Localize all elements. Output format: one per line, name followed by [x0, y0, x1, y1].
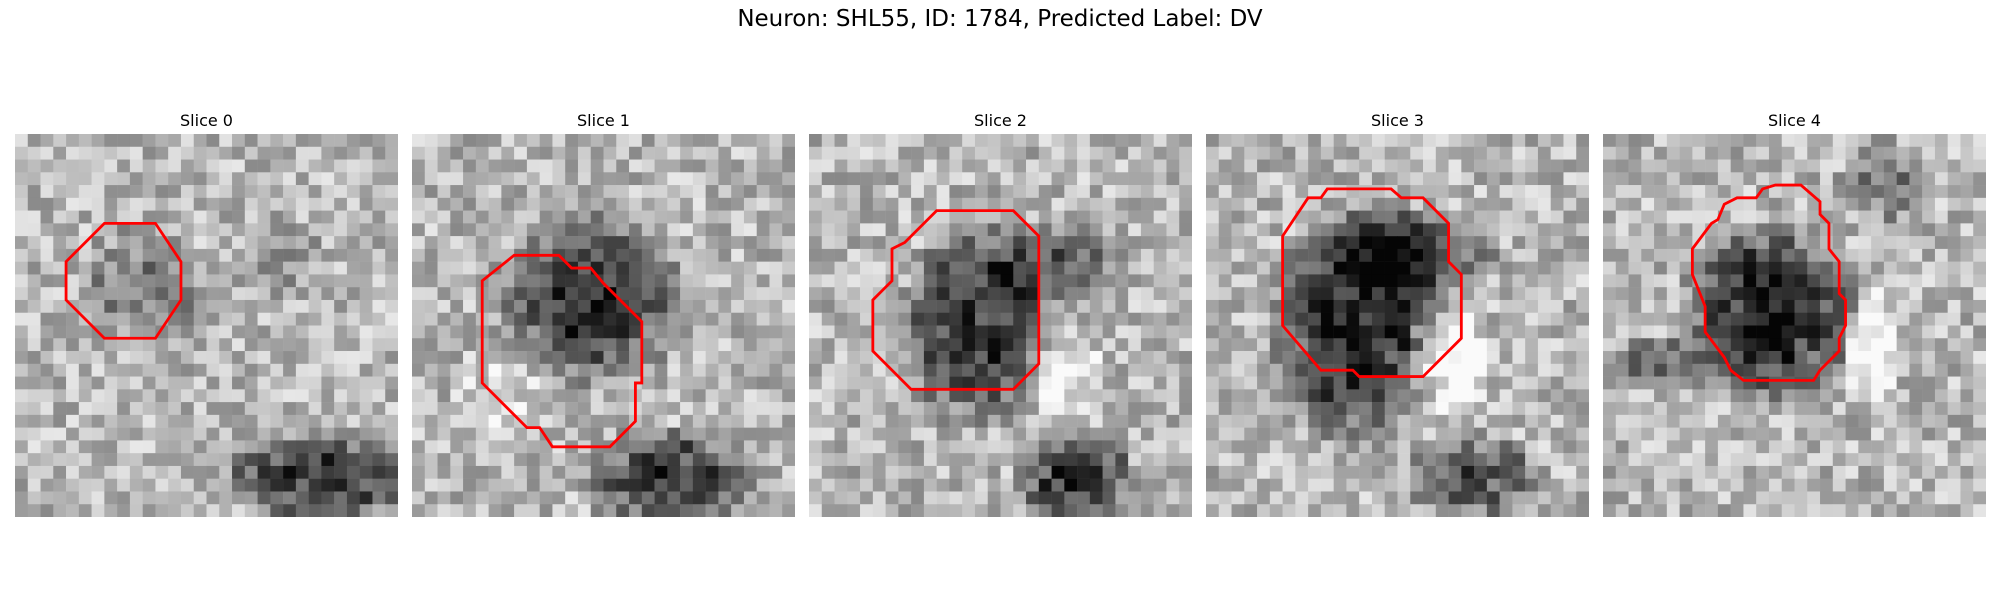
- slice-title-4: Slice 4: [1768, 111, 1821, 130]
- slice-image-3: [1206, 134, 1589, 517]
- pixel-grid: [1206, 134, 1589, 517]
- slice-image-0: [15, 134, 398, 517]
- slice-title-3: Slice 3: [1371, 111, 1424, 130]
- slice-title-0: Slice 0: [180, 111, 233, 130]
- slice-panel-1: Slice 1: [412, 110, 795, 517]
- slice-panel-0: Slice 0: [15, 110, 398, 517]
- neuron-outline: [64, 221, 183, 340]
- neuron-outline: [480, 253, 644, 449]
- slice-title-1: Slice 1: [577, 111, 630, 130]
- slice-title-2: Slice 2: [974, 111, 1027, 130]
- slice-image-2: [809, 134, 1192, 517]
- pixel-grid: [412, 134, 795, 517]
- pixel-grid: [15, 134, 398, 517]
- neuron-outline: [871, 209, 1041, 391]
- slice-panel-2: Slice 2: [809, 110, 1192, 517]
- pixel-grid: [809, 134, 1192, 517]
- slice-panel-4: Slice 4: [1603, 110, 1986, 517]
- slice-image-1: [412, 134, 795, 517]
- neuron-outline: [1281, 187, 1463, 378]
- slice-image-4: [1603, 134, 1986, 517]
- figure-title: Neuron: SHL55, ID: 1784, Predicted Label…: [737, 6, 1263, 32]
- neuron-outline: [1690, 183, 1847, 382]
- pixel-grid: [1603, 134, 1986, 517]
- slice-panel-3: Slice 3: [1206, 110, 1589, 517]
